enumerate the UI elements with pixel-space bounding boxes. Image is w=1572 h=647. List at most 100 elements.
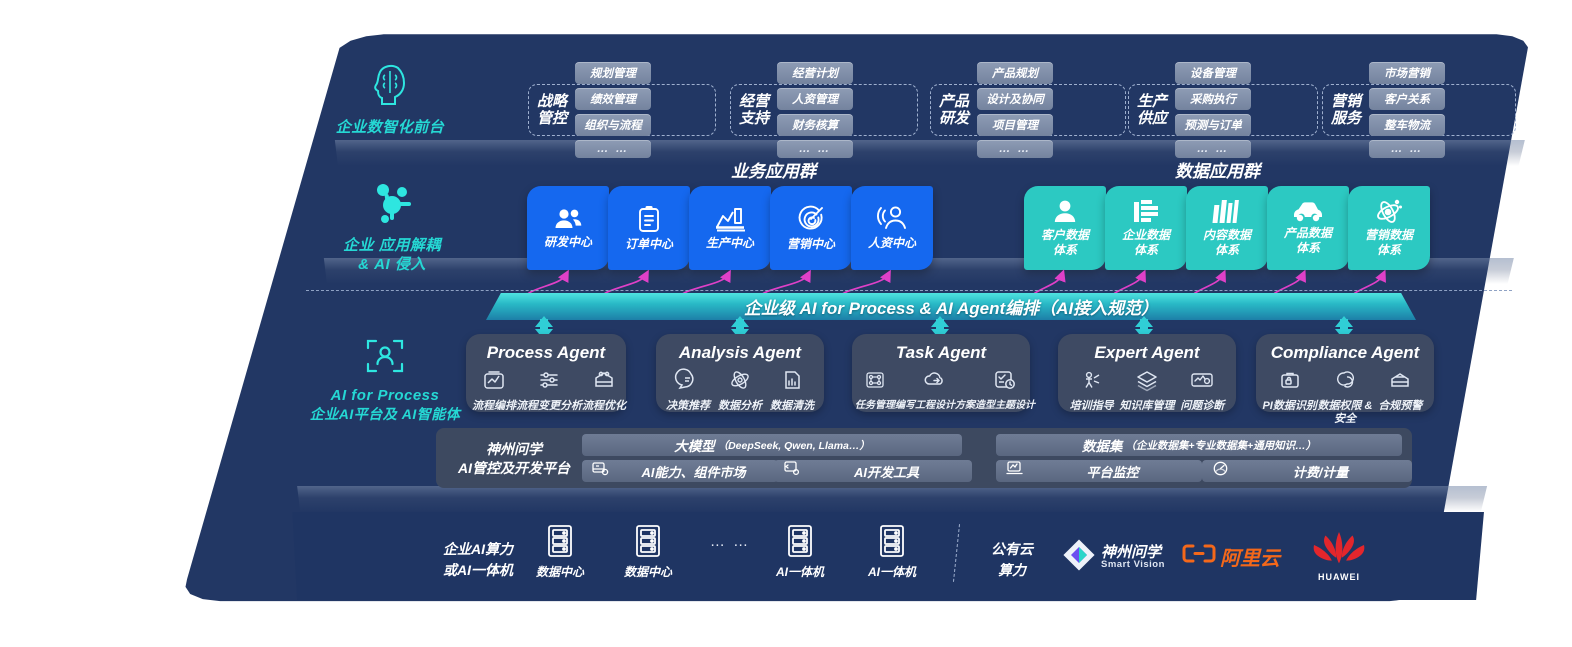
chip[interactable]: 设计及协同 <box>977 88 1054 110</box>
data-card-label: 营销数据 <box>1364 228 1413 243</box>
rail-label-1: 企业数智化前台 <box>335 119 445 136</box>
chip[interactable]: 财务核算 <box>777 114 854 136</box>
agent-title: Process Agent <box>486 343 606 362</box>
chip[interactable]: 市场营销 <box>1369 62 1446 84</box>
car-icon <box>1292 200 1324 222</box>
agent-item[interactable]: 编写工程设计方案 <box>895 370 975 412</box>
agent-item-label: 任务管理 <box>855 400 895 411</box>
agent-item[interactable]: 决策推荐 <box>662 368 714 413</box>
group-name: 生产 供应 <box>1137 93 1167 128</box>
agent-item[interactable]: 流程优化 <box>582 370 626 413</box>
agent-item[interactable]: 数据权限 & 安全 <box>1317 370 1372 425</box>
ai-capability-market-bar[interactable]: AI能力、组件市场 <box>582 460 778 482</box>
chip-more[interactable]: … … <box>1175 140 1252 158</box>
chip-more[interactable]: … … <box>1369 140 1446 158</box>
chip[interactable]: 人资管理 <box>777 88 854 110</box>
chip[interactable]: 采购执行 <box>1175 88 1252 110</box>
model-bar[interactable]: 大模型 （DeepSeek, Qwen, Llama…） <box>582 434 962 456</box>
infra-ai-appliance-1[interactable]: AI一体机 <box>770 524 830 581</box>
chip[interactable]: 绩效管理 <box>575 88 652 110</box>
dataset-bar[interactable]: 数据集 （企业数据集+专业数据集+通用知识…） <box>996 434 1402 456</box>
atom-icon <box>1375 198 1403 224</box>
chip[interactable]: 经营计划 <box>777 62 854 84</box>
agent-card-analysis[interactable]: Analysis Agent 决策推荐 <box>656 334 824 412</box>
infra-ai-appliance-2[interactable]: AI一体机 <box>862 524 922 581</box>
app-card-hr-center[interactable]: 人资中心 <box>851 186 933 270</box>
rail-layer-1: 企业数智化前台 <box>310 62 470 138</box>
data-card-label2: 体系 <box>1052 242 1077 257</box>
chip[interactable]: 项目管理 <box>977 114 1054 136</box>
infra-datacenter-1[interactable]: 数据中心 <box>530 524 590 581</box>
rail-label-2b: & AI 侵入 <box>358 255 426 273</box>
agent-card-process[interactable]: Process Agent 流程编排 <box>466 334 626 412</box>
agent-item[interactable]: 问题诊断 <box>1175 370 1230 413</box>
platform-monitor-bar[interactable]: 平台监控 <box>996 460 1202 482</box>
server-icon <box>545 525 575 562</box>
agent-item[interactable]: PI数据识别 <box>1262 370 1317 413</box>
data-card-enterprise[interactable]: 企业数据 体系 <box>1105 186 1187 270</box>
devtool-icon <box>784 461 801 481</box>
model-bar-sub: （DeepSeek, Qwen, Llama…） <box>717 439 870 452</box>
infra-ellipsis: … … <box>709 533 751 550</box>
chip[interactable]: 预测与订单 <box>1175 114 1252 136</box>
aliyun-logo[interactable]: 阿里云 <box>1182 542 1280 571</box>
agent-item[interactable]: 造型主题设计 <box>975 370 1035 412</box>
agent-item[interactable]: 任务管理 <box>855 370 895 412</box>
data-card-customer[interactable]: 客户数据 体系 <box>1024 186 1106 270</box>
agent-item[interactable]: 知识库管理 <box>1119 370 1174 413</box>
chip[interactable]: 产品规划 <box>977 62 1054 84</box>
data-card-product[interactable]: 产品数据 体系 <box>1267 186 1349 270</box>
market-gear-icon <box>592 461 609 481</box>
agent-item-label: 决策推荐 <box>666 400 710 412</box>
infra-public-cloud[interactable]: 公有云 算力 <box>970 532 1054 579</box>
bars-icon <box>1212 199 1240 224</box>
agent-card-task[interactable]: Task Agent 任务管理 <box>852 334 1035 412</box>
dashed-group-product-rd[interactable]: 产品 研发 产品规划 设计及协同 项目管理 … … <box>930 62 1126 158</box>
shenzhou-wenxue-logo[interactable]: 神州问学 Smart Vision <box>1062 538 1165 577</box>
person-scan-icon <box>300 336 470 381</box>
agent-card-expert[interactable]: Expert Agent 培训指导 <box>1058 334 1236 412</box>
chip[interactable]: 组织与流程 <box>575 114 652 136</box>
agent-item[interactable]: 数据分析 <box>714 370 766 413</box>
sliders-icon <box>538 370 560 395</box>
chip[interactable]: 设备管理 <box>1175 62 1252 84</box>
app-card-marketing-center[interactable]: 营销中心 <box>770 186 852 270</box>
data-card-content[interactable]: 内容数据 体系 <box>1186 186 1268 270</box>
dataset-bar-label: 数据集 <box>1081 439 1123 454</box>
person-wave-icon <box>877 205 907 232</box>
orchestration-ribbon[interactable]: 企业级 AI for Process & AI Agent编排（AI接入规范） <box>486 293 1416 320</box>
agent-card-compliance[interactable]: Compliance Agent PI数据识别 <box>1256 334 1434 425</box>
chip[interactable]: 规划管理 <box>575 62 652 84</box>
infra-datacenter-2[interactable]: 数据中心 <box>618 524 678 581</box>
agent-item[interactable]: 流程变更分析 <box>516 370 582 413</box>
group-name-line2: 供应 <box>1137 110 1168 127</box>
agent-title: Analysis Agent <box>678 343 802 362</box>
dashed-group-operations[interactable]: 经营 支持 经营计划 人资管理 财务核算 … … <box>730 62 918 158</box>
agent-item[interactable]: 培训指导 <box>1064 370 1119 413</box>
ai-capability-market-label: AI能力、组件市场 <box>641 464 746 480</box>
agent-item[interactable]: 数据清洗 <box>766 370 818 413</box>
chip-more[interactable]: … … <box>977 140 1054 158</box>
agent-item-label-line2: 安全 <box>1333 412 1356 425</box>
agent-item-label: 问题诊断 <box>1180 400 1225 412</box>
chip-more[interactable]: … … <box>777 140 854 158</box>
app-card-rd-center[interactable]: 研发中心 <box>527 186 609 270</box>
atom-small-icon <box>729 370 751 395</box>
huawei-logo[interactable]: HUAWEI <box>1310 530 1368 582</box>
infra-enterprise-compute[interactable]: 企业AI算力 或AI一体机 <box>418 528 538 579</box>
chip[interactable]: 整车物流 <box>1369 114 1446 136</box>
agent-item[interactable]: 流程编排 <box>472 370 516 413</box>
training-icon <box>1081 370 1103 395</box>
app-card-order-center[interactable]: 订单中心 <box>608 186 690 270</box>
rail-layer-3: AI for Process 企业AI平台及 AI智能体 <box>300 336 470 424</box>
chip[interactable]: 客户关系 <box>1369 88 1446 110</box>
data-card-marketing[interactable]: 营销数据 体系 <box>1348 186 1430 270</box>
chip-more[interactable]: … … <box>575 140 652 158</box>
dashed-group-marketing-service[interactable]: 营销 服务 市场营销 客户关系 整车物流 … … <box>1322 62 1516 158</box>
agent-item[interactable]: 合规预警 <box>1373 370 1428 413</box>
app-card-production-center[interactable]: 生产中心 <box>689 186 771 270</box>
dashed-group-production-supply[interactable]: 生产 供应 设备管理 采购执行 预测与订单 … … <box>1128 62 1318 158</box>
ai-devtool-bar[interactable]: AI开发工具 <box>774 460 972 482</box>
dashed-group-strategy[interactable]: 战略 管控 规划管理 绩效管理 组织与流程 … … <box>528 62 716 158</box>
billing-bar[interactable]: 计费/计量 <box>1202 460 1412 482</box>
